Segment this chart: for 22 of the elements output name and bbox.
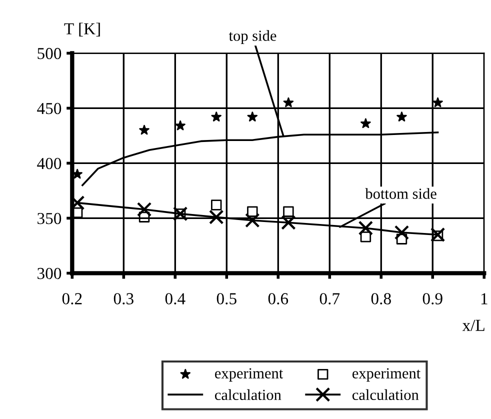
legend-label: experiment: [352, 368, 421, 382]
legend-label: experiment: [215, 368, 284, 382]
x-tick-label: 0.4: [165, 293, 186, 304]
y-axis-title: T [K]: [64, 22, 100, 36]
annotation: top side: [228, 30, 276, 44]
x-tick-label: 0.2: [62, 293, 82, 304]
x-axis-title: x/L: [462, 320, 484, 331]
y-tick-label: 450: [37, 102, 62, 114]
x-tick-label: 1: [481, 293, 488, 304]
x-tick-label: 0.6: [268, 293, 288, 304]
legend-label: calculation: [215, 389, 282, 400]
y-tick-label: 300: [38, 268, 62, 280]
x-tick-label: 0.8: [371, 293, 391, 304]
x-tick-label: 0.9: [422, 293, 442, 304]
legend-label: calculation: [352, 389, 419, 400]
x-tick-label: 0.3: [114, 293, 134, 304]
annotation: bottom side: [365, 188, 436, 199]
x-tick-label: 0.5: [216, 293, 236, 304]
y-tick-label: 400: [37, 158, 62, 170]
y-tick-label: 500: [38, 48, 62, 60]
y-tick-label: 350: [38, 212, 62, 224]
x-tick-label: 0.7: [320, 293, 340, 304]
